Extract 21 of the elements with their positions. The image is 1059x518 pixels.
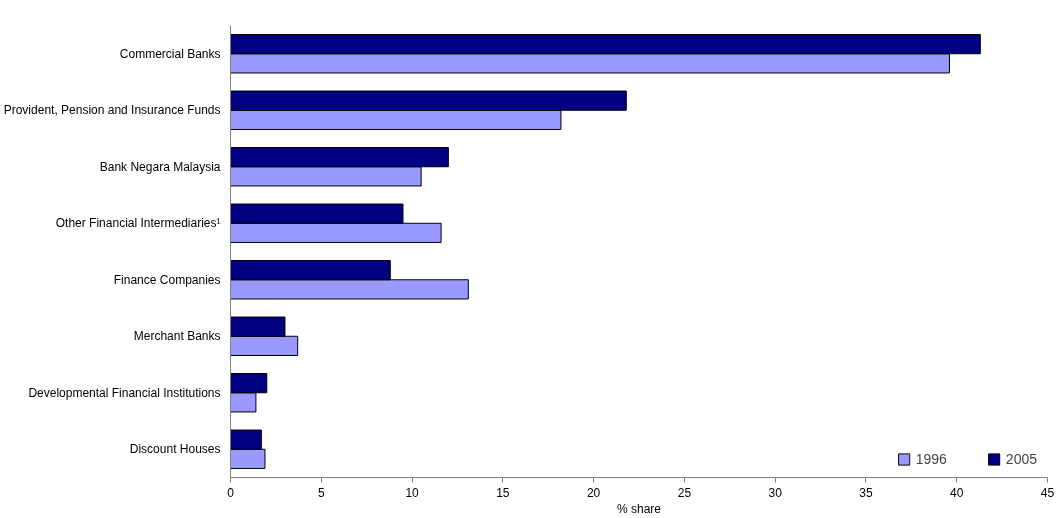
x-tick-label: 10	[405, 485, 420, 500]
x-tick-label: 35	[859, 485, 873, 500]
x-tick-label: 30	[768, 485, 783, 500]
y-tick-label: Developmental Financial Institutions	[28, 385, 221, 400]
x-tick-label: 45	[1040, 485, 1055, 500]
x-tick-label: 40	[950, 485, 964, 500]
y-tick-label: Discount Houses	[129, 442, 221, 457]
x-tick-label: 0	[227, 485, 235, 500]
legend-label: 1996	[915, 451, 947, 467]
x-axis-title: % share	[616, 501, 662, 516]
x-tick-label: 20	[586, 485, 601, 500]
y-tick-label: Other Financial Intermediaries¹	[55, 216, 221, 231]
y-tick-label: Finance Companies	[113, 272, 221, 287]
y-tick-label: Merchant Banks	[133, 329, 221, 344]
y-tick-label: Provident, Pension and Insurance Funds	[3, 103, 221, 118]
x-tick-label: 25	[677, 485, 692, 500]
y-tick-label: Commercial Banks	[119, 46, 221, 61]
y-tick-label: Bank Negara Malaysia	[99, 159, 221, 174]
x-tick-label: 15	[496, 485, 510, 500]
legend-label: 2005	[1005, 451, 1037, 467]
x-tick-label: 5	[317, 485, 325, 500]
